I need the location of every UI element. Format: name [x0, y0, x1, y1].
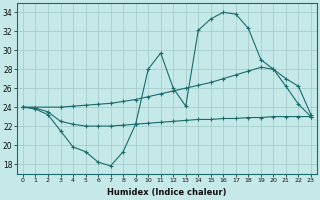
X-axis label: Humidex (Indice chaleur): Humidex (Indice chaleur) — [107, 188, 227, 197]
